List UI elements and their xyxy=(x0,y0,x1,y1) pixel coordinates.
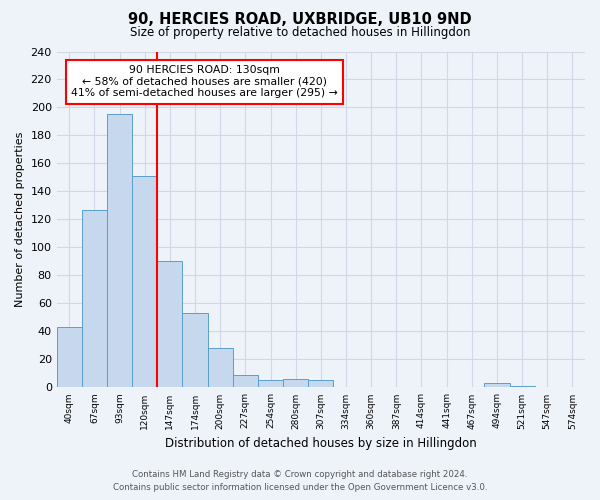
Bar xyxy=(208,348,233,388)
Bar xyxy=(107,114,132,388)
Bar xyxy=(82,210,107,388)
Bar xyxy=(233,375,258,388)
Bar xyxy=(283,379,308,388)
Text: 90 HERCIES ROAD: 130sqm
← 58% of detached houses are smaller (420)
41% of semi-d: 90 HERCIES ROAD: 130sqm ← 58% of detache… xyxy=(71,65,338,98)
Text: 90, HERCIES ROAD, UXBRIDGE, UB10 9ND: 90, HERCIES ROAD, UXBRIDGE, UB10 9ND xyxy=(128,12,472,28)
Text: Size of property relative to detached houses in Hillingdon: Size of property relative to detached ho… xyxy=(130,26,470,39)
Text: Contains HM Land Registry data © Crown copyright and database right 2024.
Contai: Contains HM Land Registry data © Crown c… xyxy=(113,470,487,492)
Bar xyxy=(308,380,334,388)
Bar xyxy=(484,383,509,388)
Bar xyxy=(258,380,283,388)
Bar xyxy=(182,313,208,388)
Bar xyxy=(509,386,535,388)
Bar xyxy=(56,327,82,388)
Bar xyxy=(132,176,157,388)
Bar xyxy=(157,262,182,388)
X-axis label: Distribution of detached houses by size in Hillingdon: Distribution of detached houses by size … xyxy=(165,437,477,450)
Y-axis label: Number of detached properties: Number of detached properties xyxy=(15,132,25,307)
